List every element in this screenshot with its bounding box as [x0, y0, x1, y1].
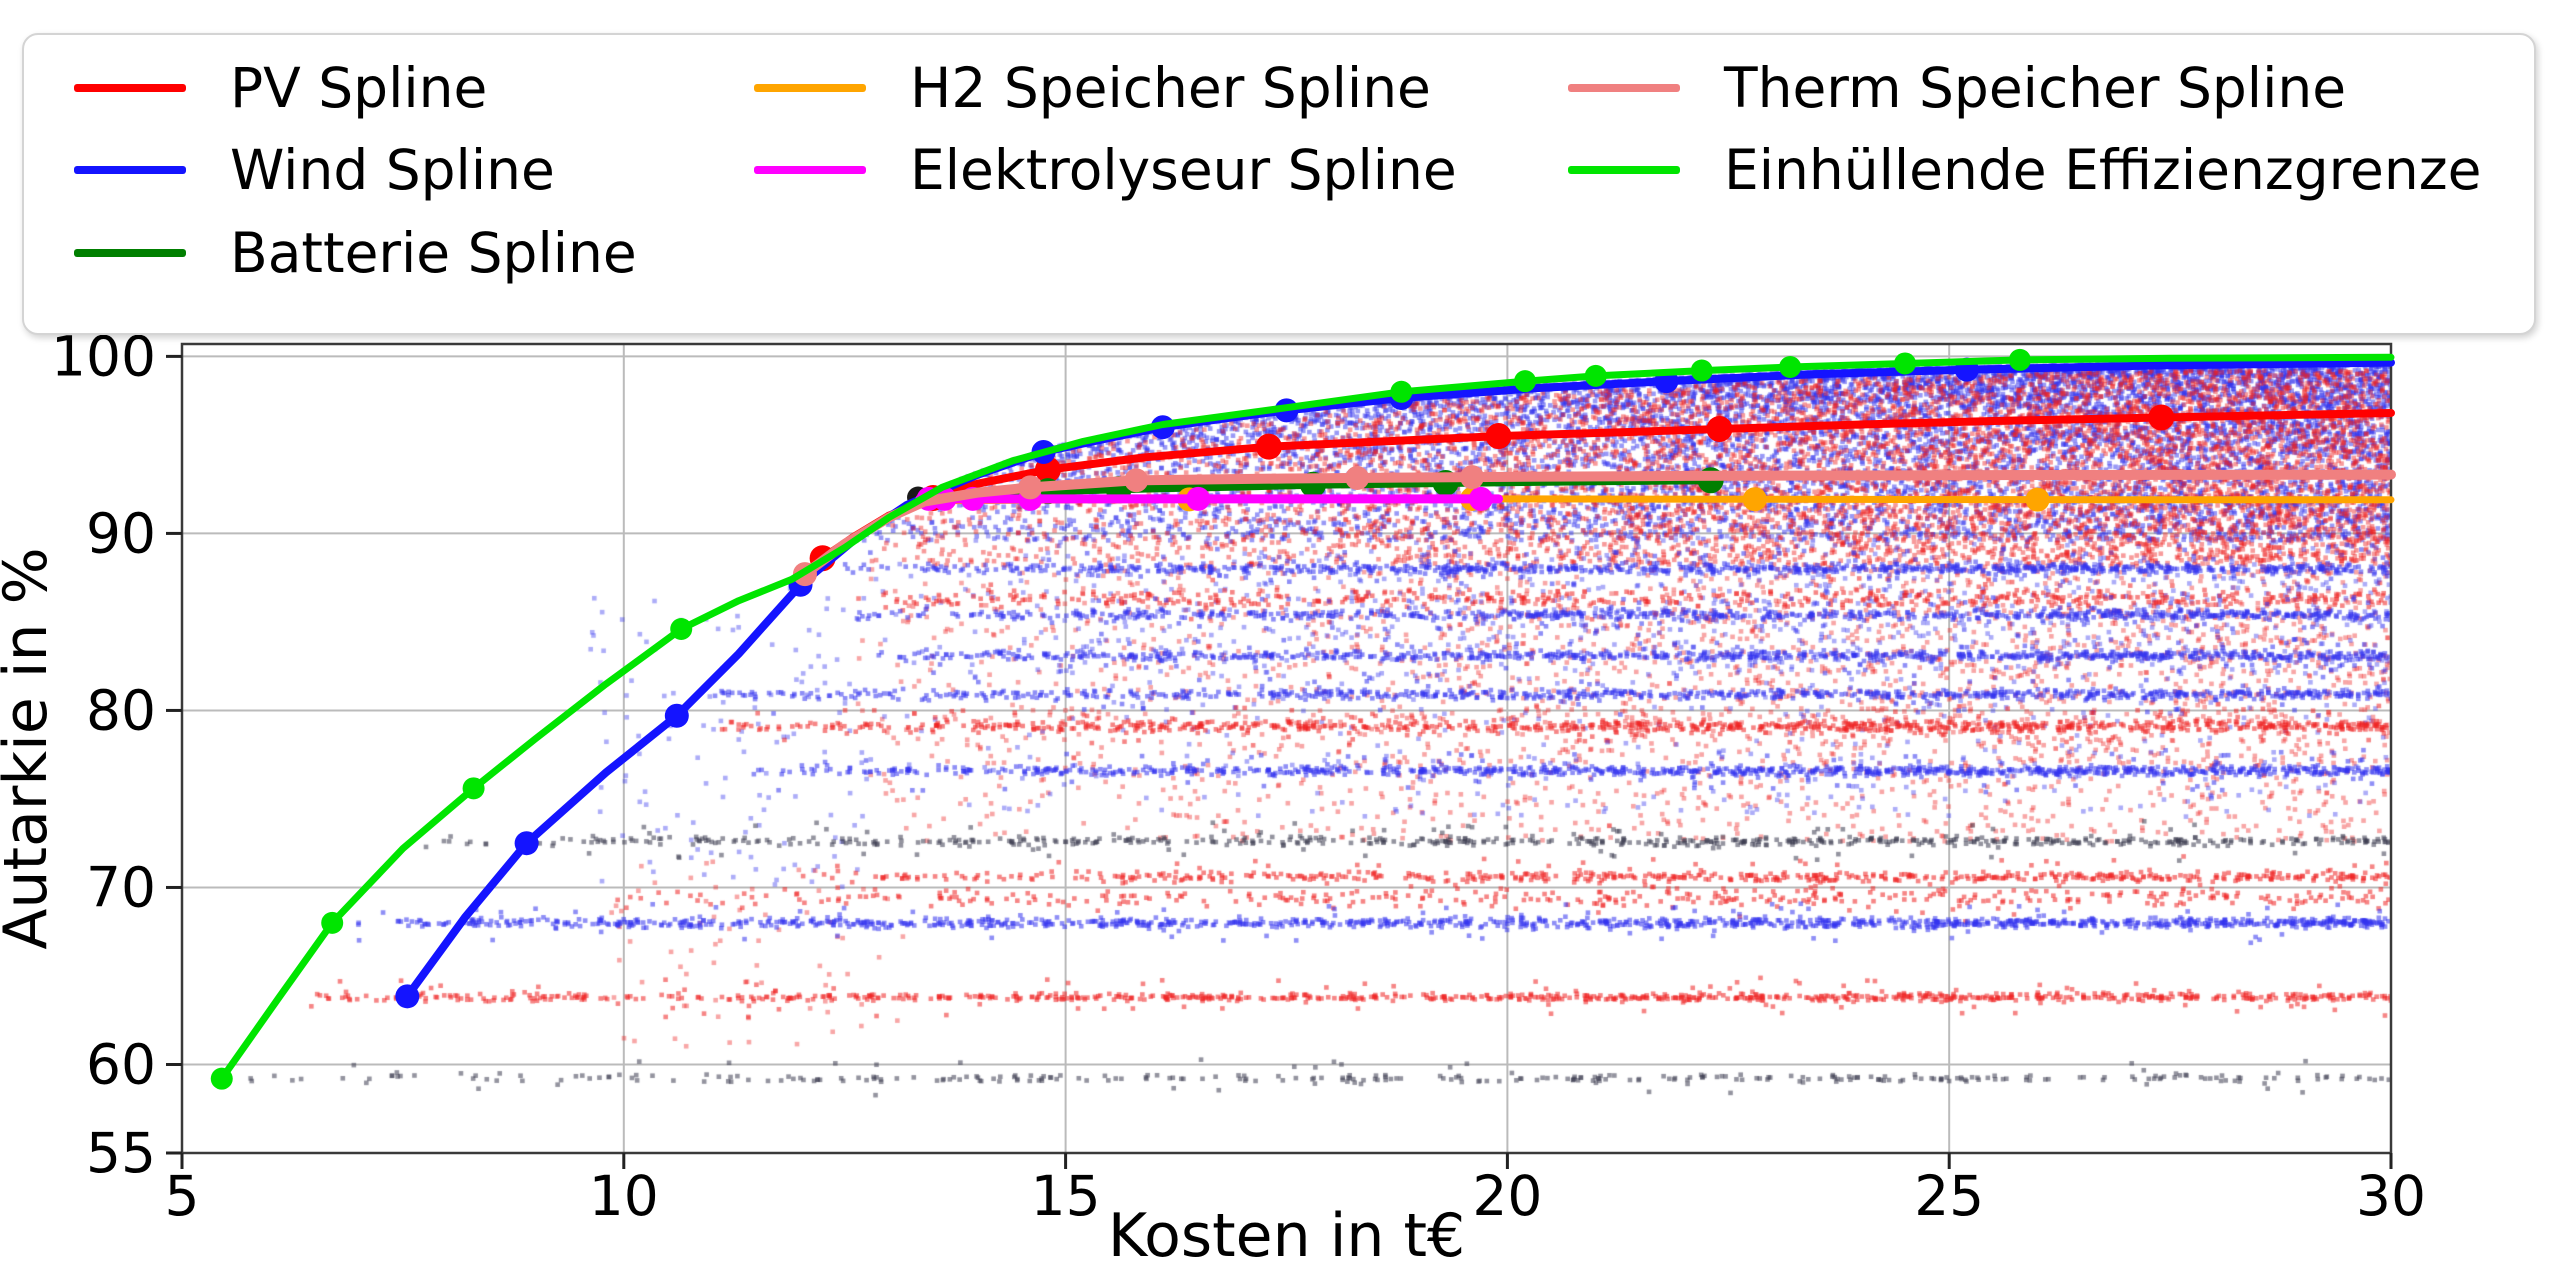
y-tick-label-100: 100 [51, 324, 156, 388]
y-axis-label: Autarkie in % [0, 547, 61, 949]
legend-label: Einhüllende Effizienzgrenze [1724, 138, 2482, 202]
legend: PV Spline Wind Spline Batterie Spline H2 Sp… [22, 33, 2536, 335]
marker-einh-llende-effizienzgrenze [1390, 380, 1413, 403]
marker-einh-llende-effizienzgrenze [2008, 348, 2031, 371]
marker-einh-llende-effizienzgrenze [670, 618, 693, 641]
marker-einh-llende-effizienzgrenze [321, 911, 344, 934]
legend-label: Therm Speicher Spline [1724, 56, 2347, 120]
y-tick-label-90: 90 [86, 501, 156, 565]
legend-label: H2 Speicher Spline [910, 56, 1431, 120]
legend-swatch-icon [1568, 84, 1680, 92]
legend-item-elektrolyseur-spline: Elektrolyseur Spline [754, 134, 1457, 206]
marker-pv-spline [1706, 415, 1733, 442]
y-tick-label-80: 80 [86, 678, 156, 742]
marker-einh-llende-effizienzgrenze [1584, 364, 1607, 387]
marker-einh-llende-effizienzgrenze [210, 1067, 233, 1090]
legend-label: Batterie Spline [230, 221, 637, 285]
marker-therm-speicher-spline [1018, 475, 1043, 500]
x-tick-label-30: 30 [2356, 1164, 2426, 1228]
legend-label: Elektrolyseur Spline [910, 138, 1457, 202]
marker-h2-speicher-spline [2025, 487, 2050, 512]
legend-item-pv-spline: PV Spline [74, 52, 487, 124]
marker-einh-llende-effizienzgrenze [462, 777, 485, 800]
marker-einh-llende-effizienzgrenze [1514, 370, 1537, 393]
marker-wind-spline [514, 831, 539, 856]
x-axis-label: Kosten in t€ [1108, 1201, 1465, 1271]
marker-pv-spline [1255, 433, 1282, 460]
y-tick-label-60: 60 [86, 1032, 156, 1096]
spline-wind-spline [403, 358, 2395, 1001]
y-tick-label-70: 70 [86, 855, 156, 919]
legend-item-h2-speicher-spline: H2 Speicher Spline [754, 52, 1431, 124]
legend-swatch-icon [74, 166, 186, 174]
marker-einh-llende-effizienzgrenze [1894, 352, 1917, 375]
marker-elektrolyseur-spline [1468, 486, 1493, 511]
marker-therm-speicher-spline [1345, 465, 1370, 490]
marker-wind-spline [664, 703, 689, 728]
marker-elektrolyseur-spline [1186, 486, 1211, 511]
legend-item-wind-spline: Wind Spline [74, 134, 555, 206]
spline-therm-speicher-spline [799, 469, 2396, 580]
legend-swatch-icon [754, 84, 866, 92]
plot-border [180, 342, 2393, 1155]
marker-einh-llende-effizienzgrenze [1779, 356, 1802, 379]
x-tick-label-10: 10 [589, 1164, 659, 1228]
marker-wind-spline [395, 984, 420, 1009]
x-tick-label-5: 5 [165, 1164, 200, 1228]
legend-label: Wind Spline [230, 138, 555, 202]
x-tick-label-25: 25 [1914, 1164, 1984, 1228]
marker-pv-spline [2148, 404, 2175, 431]
legend-label: PV Spline [230, 56, 488, 120]
x-tick-label-15: 15 [1031, 1164, 1101, 1228]
legend-item-therm-speicher-spline: Therm Speicher Spline [1568, 52, 2346, 124]
marker-pv-spline [1485, 423, 1512, 450]
marker-h2-speicher-spline [1742, 487, 1767, 512]
marker-therm-speicher-spline [1124, 468, 1149, 493]
marker-therm-speicher-spline [1460, 465, 1485, 490]
legend-swatch-icon [74, 84, 186, 92]
marker-einh-llende-effizienzgrenze [1690, 359, 1713, 382]
x-tick-label-20: 20 [1472, 1164, 1542, 1228]
y-tick-label-55: 55 [86, 1121, 156, 1185]
legend-swatch-icon [1568, 166, 1680, 174]
spline-einh-llende-effizienzgrenze [218, 353, 2395, 1083]
legend-item-einh-llende-effizienzgrenze: Einhüllende Effizienzgrenze [1568, 134, 2481, 206]
legend-item-batterie-spline: Batterie Spline [74, 217, 637, 289]
legend-swatch-icon [74, 249, 186, 257]
legend-swatch-icon [754, 166, 866, 174]
